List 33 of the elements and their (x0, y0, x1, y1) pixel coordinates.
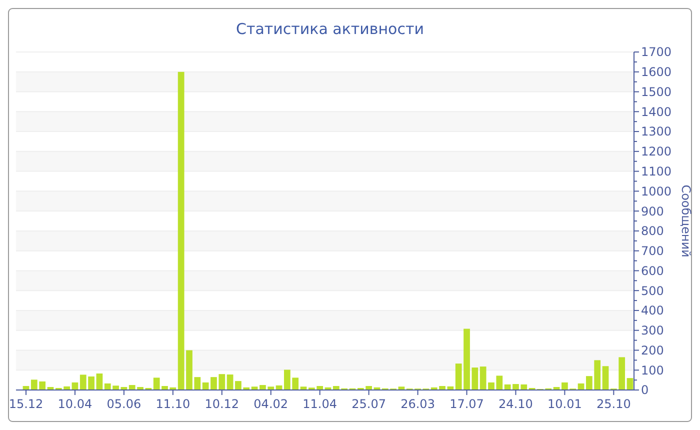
y-tick-label: 900 (641, 204, 664, 218)
x-tick-label: 24.10 (498, 397, 533, 411)
x-tick-label: 10.04 (58, 397, 92, 411)
x-tick-label: 15.12 (8, 397, 44, 411)
y-tick-label: 0 (641, 383, 649, 398)
x-tick-label: 05.06 (106, 397, 142, 411)
y-axis-title: Сообщений (679, 184, 693, 258)
y-tick-label: 200 (641, 343, 664, 358)
y-tick-label: 800 (641, 224, 664, 238)
y-tick-label: 1500 (641, 84, 672, 99)
y-tick-label: 1300 (641, 124, 672, 139)
chart-title: Статистика активности (236, 20, 424, 38)
y-tick-label: 600 (641, 264, 664, 278)
y-tick-label: 1600 (641, 65, 672, 80)
x-tick-label: 10.01 (548, 397, 582, 411)
x-tick-label: 04.02 (254, 397, 288, 411)
x-tick-label: 11.04 (302, 397, 338, 411)
y-tick-label: 500 (641, 284, 664, 298)
y-tick-label: 1700 (641, 45, 672, 60)
x-tick-label: 17.07 (450, 397, 484, 411)
y-tick-label: 1400 (641, 104, 672, 119)
x-tick-label: 10.12 (204, 397, 240, 411)
y-tick-label: 300 (641, 324, 664, 338)
y-tick-label: 400 (641, 304, 664, 318)
y-tick-label: 700 (641, 244, 664, 258)
y-tick-label: 100 (641, 363, 664, 378)
x-tick-label: 25.10 (596, 397, 631, 411)
x-tick-label: 11.10 (156, 397, 190, 411)
y-tick-label: 1200 (641, 144, 672, 159)
x-tick-label: 25.07 (352, 397, 386, 411)
y-tick-label: 1000 (641, 184, 672, 198)
y-tick-label: 1100 (641, 164, 672, 178)
x-tick-label: 26.03 (400, 397, 435, 411)
